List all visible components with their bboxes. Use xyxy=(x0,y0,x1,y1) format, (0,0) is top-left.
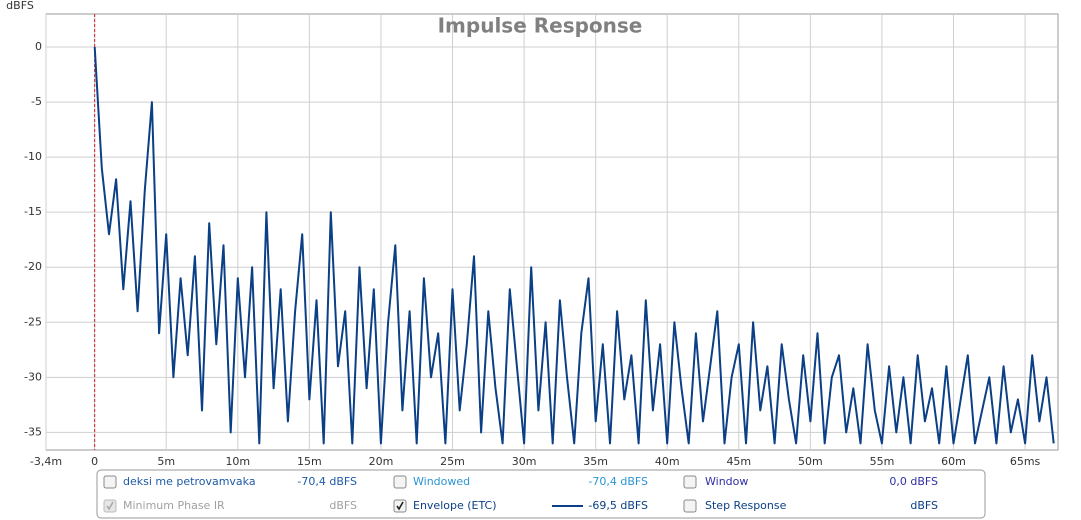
y-tick-label: -5 xyxy=(31,95,42,108)
y-tick-label: -30 xyxy=(24,370,42,383)
plot-group xyxy=(93,46,1055,445)
x-tick-label: 20m xyxy=(369,455,394,468)
legend-panel xyxy=(96,469,986,519)
y-tick-label: -10 xyxy=(24,150,42,163)
legend-value: -70,4 dBFS xyxy=(588,475,648,488)
y-tick-label: -25 xyxy=(24,315,42,328)
x-tick-label: 65ms xyxy=(1010,455,1041,468)
legend-value: -69,5 dBFS xyxy=(588,499,648,512)
x-tick-label: 55m xyxy=(870,455,895,468)
check-mark xyxy=(106,501,114,511)
x-tick-label: 40m xyxy=(655,455,680,468)
legend-label: Minimum Phase IR xyxy=(123,499,225,512)
x-tick-label: 50m xyxy=(798,455,823,468)
series-line xyxy=(93,46,1055,445)
x-tick-label: 60m xyxy=(941,455,966,468)
legend-label: deksi me petrovamvaka xyxy=(123,475,256,488)
x-tick-label: 0 xyxy=(91,455,98,468)
x-tick-label: 30m xyxy=(512,455,537,468)
y-tick-label: 0 xyxy=(35,40,42,53)
x-tick-label: 5m xyxy=(157,455,175,468)
y-axis-label: dBFS xyxy=(6,0,34,12)
checkbox[interactable] xyxy=(103,475,117,489)
legend-value: dBFS xyxy=(910,499,938,512)
checkbox[interactable] xyxy=(393,475,407,489)
x-tick-label: 10m xyxy=(225,455,250,468)
plot-area xyxy=(45,13,1059,451)
legend-value: -70,4 dBFS xyxy=(297,475,357,488)
legend-label: Windowed xyxy=(413,475,470,488)
legend-label: Window xyxy=(705,475,748,488)
x-tick-label: 25m xyxy=(440,455,465,468)
legend-label: Step Response xyxy=(705,499,787,512)
x-tick-label: 35m xyxy=(583,455,608,468)
checkbox[interactable] xyxy=(683,475,697,489)
legend-value: dBFS xyxy=(329,499,357,512)
chart-title: Impulse Response xyxy=(438,14,643,38)
y-tick-label: -20 xyxy=(24,260,42,273)
legend-value: 0,0 dBFS xyxy=(889,475,938,488)
x-tick-label: 45m xyxy=(726,455,751,468)
y-tick-label: -15 xyxy=(24,205,42,218)
check-mark xyxy=(396,501,404,511)
checkbox[interactable] xyxy=(683,499,697,513)
legend-label: Envelope (ETC) xyxy=(413,499,497,512)
x-tick-label: 15m xyxy=(297,455,322,468)
x-tick-label: -3,4m xyxy=(30,455,62,468)
y-tick-label: -35 xyxy=(24,425,42,438)
